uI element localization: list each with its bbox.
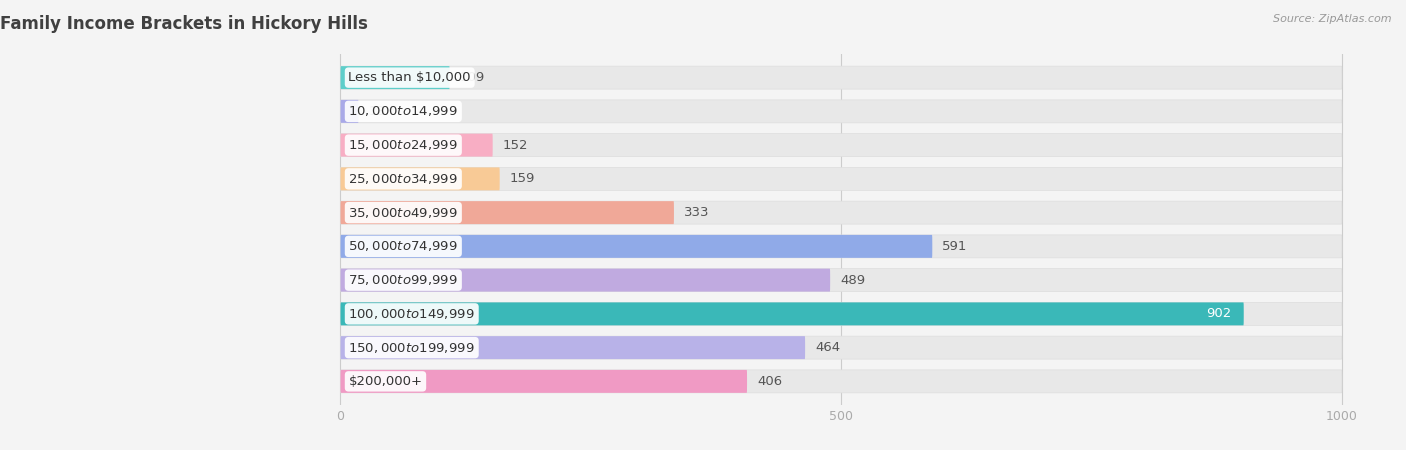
FancyBboxPatch shape — [340, 167, 1341, 190]
Text: 333: 333 — [683, 206, 710, 219]
FancyBboxPatch shape — [340, 167, 499, 190]
FancyBboxPatch shape — [340, 134, 1341, 157]
Text: $15,000 to $24,999: $15,000 to $24,999 — [349, 138, 458, 152]
Text: $100,000 to $149,999: $100,000 to $149,999 — [349, 307, 475, 321]
Text: 489: 489 — [841, 274, 865, 287]
Text: 464: 464 — [815, 341, 841, 354]
Text: 591: 591 — [942, 240, 967, 253]
Text: 406: 406 — [756, 375, 782, 388]
Text: Family Income Brackets in Hickory Hills: Family Income Brackets in Hickory Hills — [0, 15, 368, 33]
Text: $25,000 to $34,999: $25,000 to $34,999 — [349, 172, 458, 186]
FancyBboxPatch shape — [340, 201, 673, 224]
Text: $10,000 to $14,999: $10,000 to $14,999 — [349, 104, 458, 118]
FancyBboxPatch shape — [340, 201, 1341, 224]
Text: 18: 18 — [368, 105, 385, 118]
FancyBboxPatch shape — [340, 336, 1341, 359]
Text: 152: 152 — [503, 139, 529, 152]
FancyBboxPatch shape — [340, 336, 806, 359]
Text: 159: 159 — [510, 172, 536, 185]
FancyBboxPatch shape — [340, 66, 450, 89]
Text: Source: ZipAtlas.com: Source: ZipAtlas.com — [1274, 14, 1392, 23]
FancyBboxPatch shape — [340, 235, 1341, 258]
Text: $50,000 to $74,999: $50,000 to $74,999 — [349, 239, 458, 253]
FancyBboxPatch shape — [340, 235, 932, 258]
FancyBboxPatch shape — [340, 134, 492, 157]
Text: $75,000 to $99,999: $75,000 to $99,999 — [349, 273, 458, 287]
FancyBboxPatch shape — [340, 302, 1244, 325]
FancyBboxPatch shape — [340, 269, 1341, 292]
FancyBboxPatch shape — [340, 269, 830, 292]
FancyBboxPatch shape — [340, 100, 1341, 123]
FancyBboxPatch shape — [340, 370, 1341, 393]
Text: $150,000 to $199,999: $150,000 to $199,999 — [349, 341, 475, 355]
FancyBboxPatch shape — [340, 370, 747, 393]
FancyBboxPatch shape — [340, 100, 359, 123]
FancyBboxPatch shape — [340, 302, 1341, 325]
FancyBboxPatch shape — [340, 66, 1341, 89]
Text: $200,000+: $200,000+ — [349, 375, 422, 388]
Text: 109: 109 — [460, 71, 485, 84]
Text: Less than $10,000: Less than $10,000 — [349, 71, 471, 84]
Text: $35,000 to $49,999: $35,000 to $49,999 — [349, 206, 458, 220]
Text: 902: 902 — [1206, 307, 1232, 320]
